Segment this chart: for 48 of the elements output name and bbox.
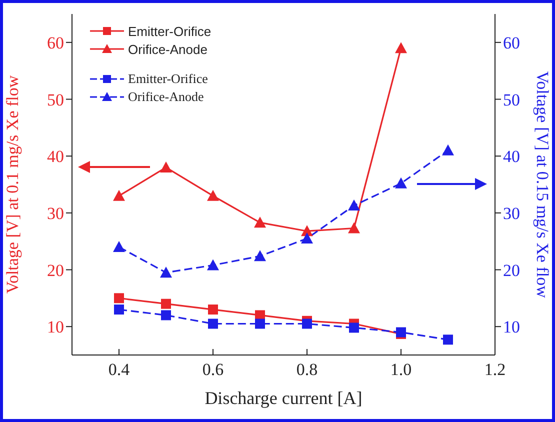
- y2-tick-label: 50: [503, 90, 520, 110]
- point: [208, 304, 218, 315]
- point: [443, 334, 453, 345]
- point: [254, 216, 266, 228]
- point: [349, 322, 359, 333]
- legend-label: Emitter-Orifice: [128, 24, 212, 38]
- point: [114, 304, 124, 315]
- y2-axis-title: Voltage [V] at 0.15 mg/s Xe flow: [532, 71, 552, 299]
- point: [395, 42, 407, 54]
- y2-tick-label: 30: [503, 204, 520, 223]
- point: [395, 177, 407, 188]
- point: [301, 232, 313, 244]
- x-tick-label: 1.2: [484, 360, 506, 380]
- y-tick-label: 50: [47, 90, 64, 110]
- point: [161, 298, 171, 309]
- x-tick-label: 0.6: [202, 360, 224, 380]
- y-tick-label: 20: [47, 260, 64, 280]
- legend-label: Orifice-Anode: [128, 89, 204, 105]
- y-tick-label: 10: [47, 318, 64, 337]
- point: [302, 318, 312, 329]
- y2-tick-label: 40: [503, 147, 520, 166]
- point: [442, 144, 454, 156]
- y2-tick-label: 60: [503, 33, 520, 52]
- point: [207, 190, 219, 201]
- y-tick-label: 30: [47, 204, 64, 223]
- point: [255, 318, 265, 329]
- x-axis-title: Discharge current [A]: [204, 388, 362, 408]
- point: [114, 293, 124, 304]
- x-tick-label: 1.0: [390, 360, 412, 380]
- point: [208, 318, 218, 329]
- y-tick-label: 60: [47, 33, 64, 52]
- point: [160, 266, 172, 278]
- y-axis-title: Voltage [V] at 0.1 mg/s Xe flow: [3, 74, 22, 294]
- legend-label: Emitter-Orifice: [128, 71, 208, 87]
- x-tick-label: 0.4: [108, 360, 130, 380]
- point: [207, 259, 219, 270]
- point: [160, 161, 172, 172]
- y-tick-label: 40: [47, 147, 64, 166]
- point: [348, 200, 360, 211]
- legend-label: Orifice-Anode: [128, 42, 208, 56]
- point: [254, 250, 266, 262]
- point: [348, 222, 360, 234]
- point: [161, 310, 171, 320]
- x-tick-label: 0.8: [296, 360, 318, 380]
- point: [113, 241, 125, 252]
- point: [113, 190, 125, 201]
- y2-tick-label: 20: [503, 260, 520, 280]
- y2-tick-label: 10: [503, 318, 520, 337]
